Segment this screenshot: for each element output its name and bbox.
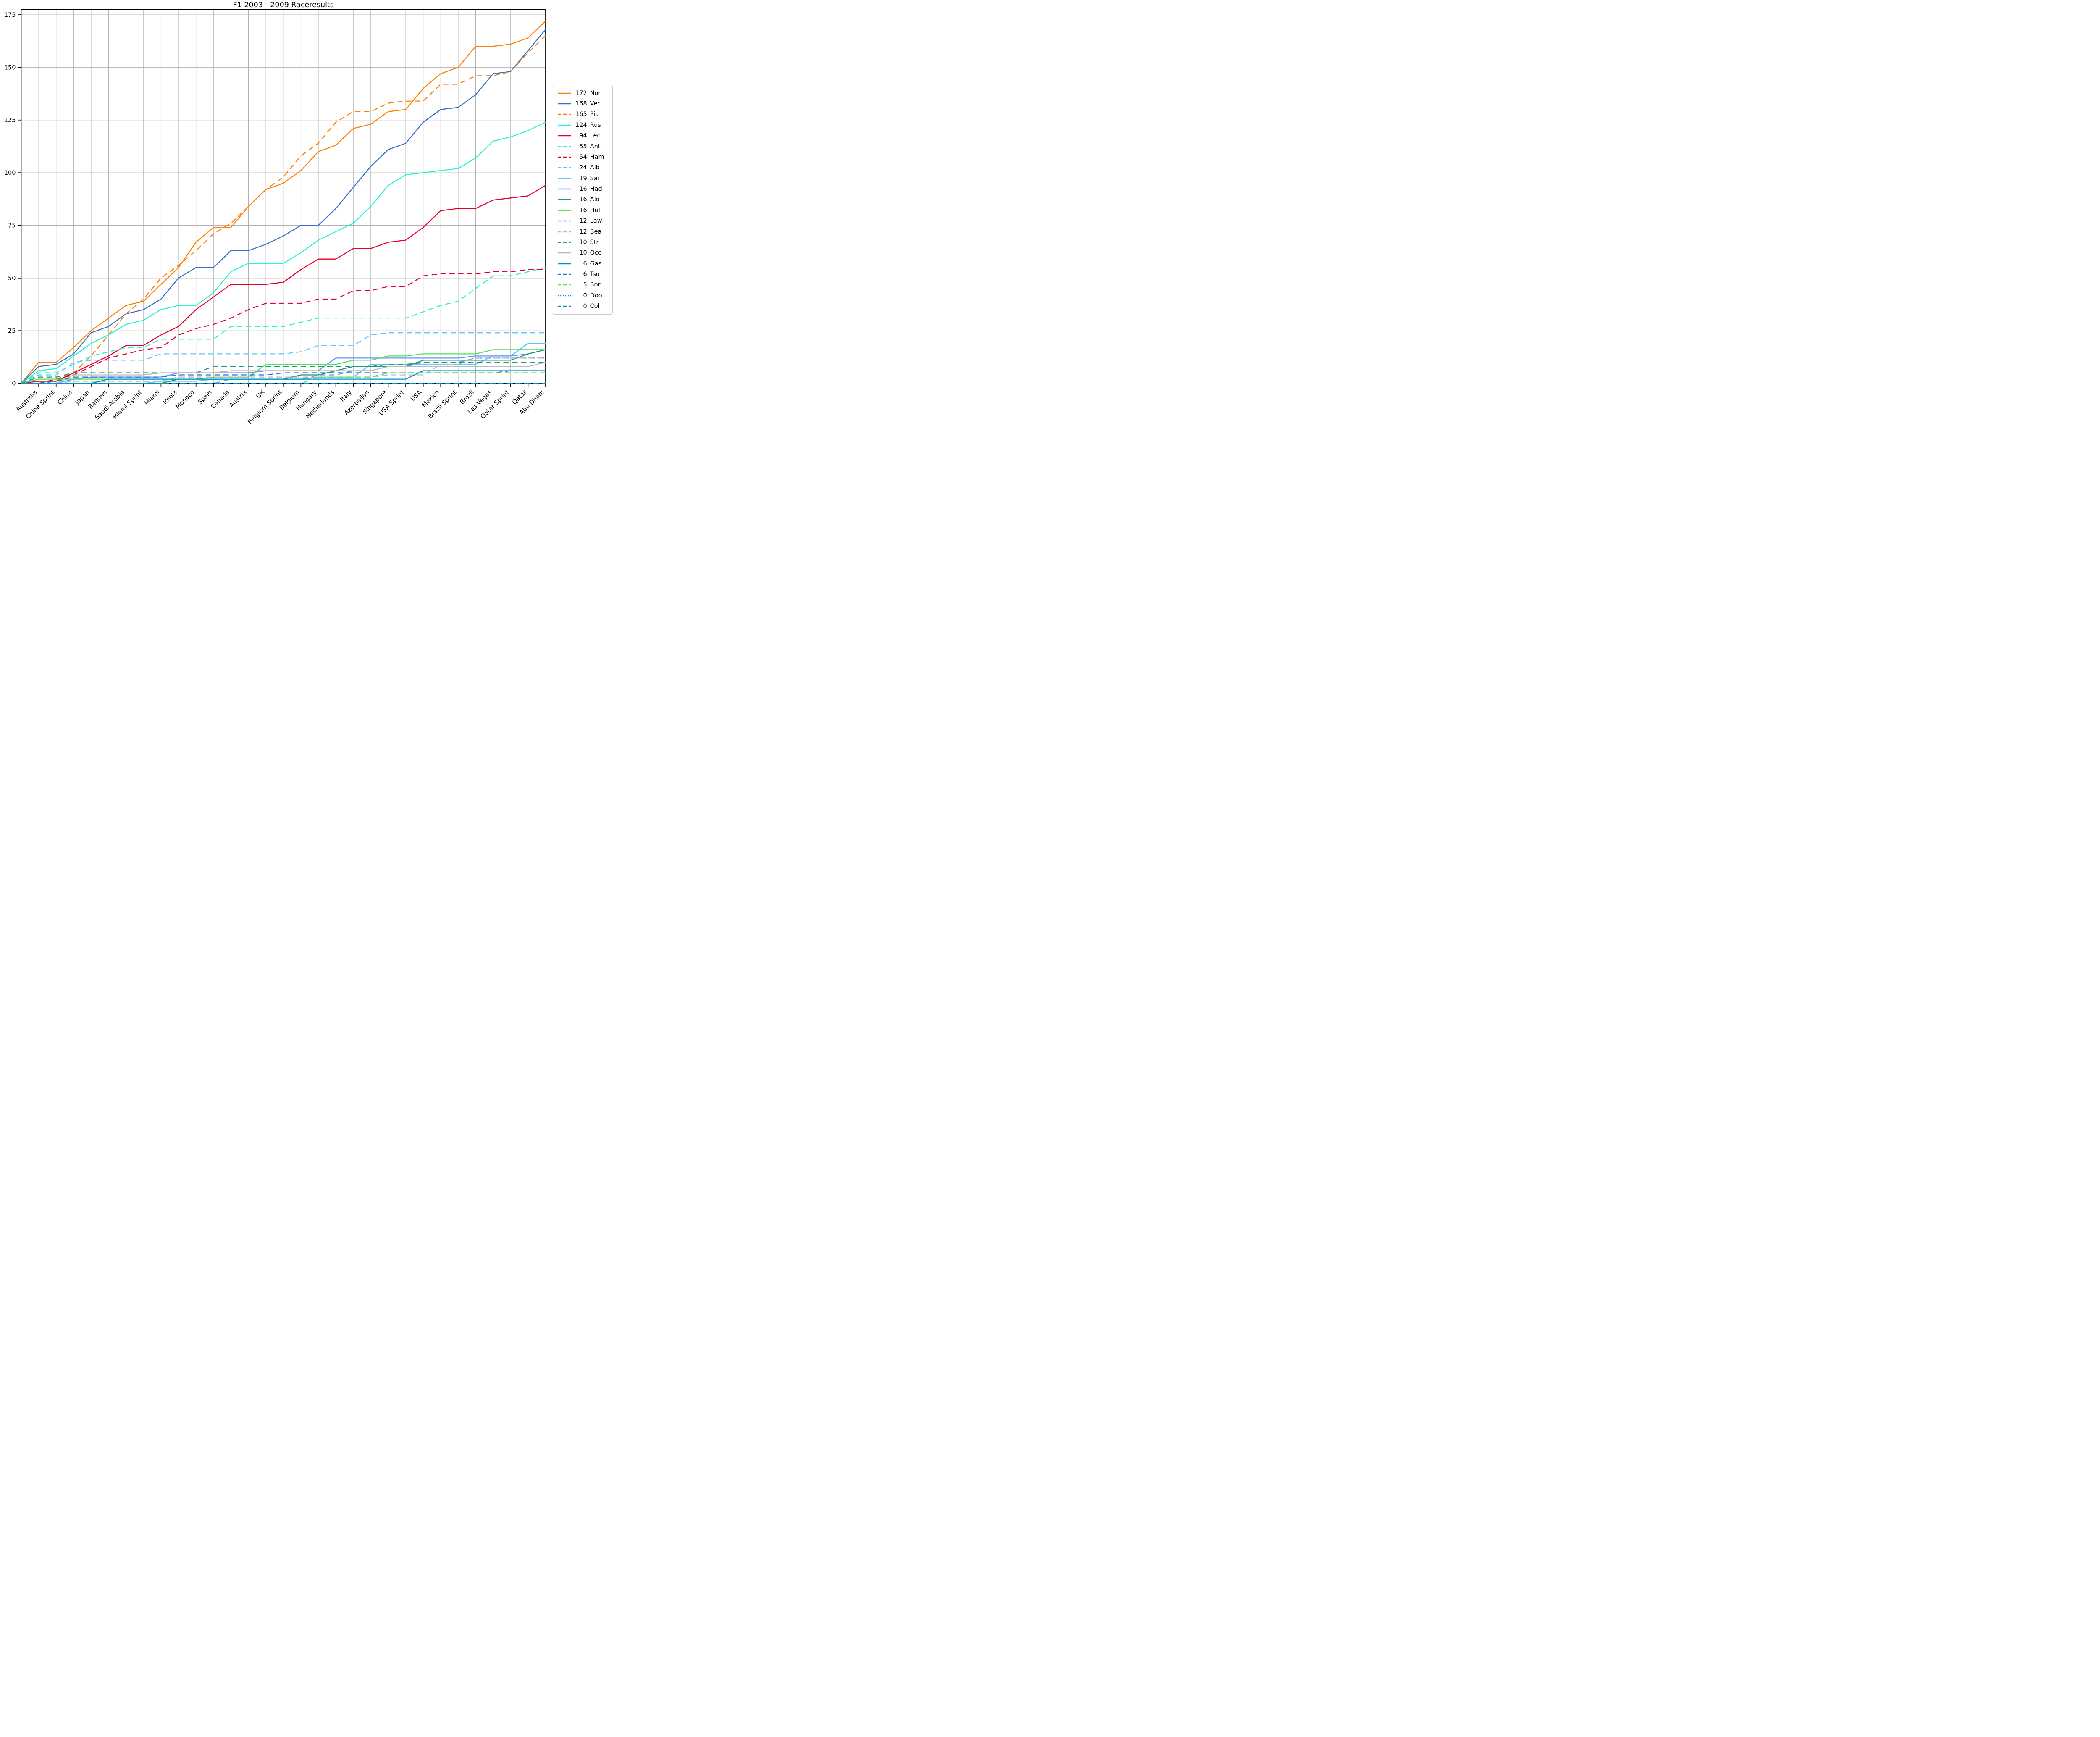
legend-swatch <box>558 295 571 297</box>
legend-swatch <box>558 199 571 200</box>
legend-label: 6 Tsu <box>583 271 600 278</box>
legend-swatch <box>558 305 571 307</box>
series-line-Gas <box>21 370 546 384</box>
legend-item-Doo: 0 Doo <box>557 291 608 301</box>
legend-item-Bea: 12 Bea <box>557 227 608 237</box>
legend-label: 0 Doo <box>583 292 602 299</box>
y-tick-label: 75 <box>8 222 16 229</box>
x-tick-label: Monaco <box>174 389 196 410</box>
x-tick-label: Japan <box>74 389 91 406</box>
legend-label: 94 Lec <box>579 132 601 139</box>
legend-item-Rus: 124 Rus <box>557 120 608 130</box>
legend: 172 Nor 168 Ver 165 Pia 124 Rus 94 Lec 55 Ant 54 Ham 2… <box>553 85 613 315</box>
legend-label: 12 Law <box>579 218 602 225</box>
legend-swatch <box>558 92 571 94</box>
legend-swatch <box>558 124 571 126</box>
legend-swatch <box>558 146 571 147</box>
legend-item-Ver: 168 Ver <box>557 99 608 109</box>
series-line-Oco <box>21 362 546 384</box>
y-tick-label: 100 <box>4 170 16 176</box>
legend-item-Col: 0 Col <box>557 301 608 311</box>
legend-label: 0 Col <box>583 303 600 310</box>
legend-swatch <box>558 273 571 275</box>
x-tick-label: Italy <box>339 389 353 403</box>
x-tick-label: Spain <box>197 389 213 406</box>
legend-item-Lec: 94 Lec <box>557 131 608 141</box>
legend-item-Ant: 55 Ant <box>557 142 608 152</box>
x-tick-label: Miami <box>143 389 161 407</box>
x-tick-label: Canada <box>210 389 231 410</box>
x-tick-label: Imola <box>162 389 178 406</box>
series-line-Nor <box>21 21 546 384</box>
legend-swatch <box>558 231 571 232</box>
x-tick-label: Brazil <box>459 389 475 406</box>
legend-swatch <box>558 284 571 286</box>
legend-label: 172 Nor <box>575 89 601 97</box>
legend-label: 165 Pia <box>575 111 599 118</box>
legend-swatch <box>558 156 571 158</box>
legend-label: 5 Bor <box>583 281 601 289</box>
legend-label: 54 Ham <box>579 153 604 160</box>
legend-item-Sai: 19 Sai <box>557 173 608 184</box>
series-line-Rus <box>21 121 546 384</box>
x-tick-label: Austria <box>228 389 249 409</box>
legend-swatch <box>558 242 571 243</box>
legend-item-Pia: 165 Pia <box>557 109 608 119</box>
series-line-Ver <box>21 29 546 384</box>
legend-swatch <box>558 252 571 254</box>
legend-label: 168 Ver <box>575 100 600 108</box>
y-tick-label: 50 <box>8 275 16 282</box>
chart-title: F1 2003 - 2009 Raceresults <box>233 1 334 9</box>
series-line-Str <box>21 362 546 384</box>
series-line-Lec <box>21 185 546 384</box>
legend-swatch <box>558 188 571 190</box>
legend-swatch <box>558 167 571 168</box>
legend-item-Tsu: 6 Tsu <box>557 269 608 279</box>
y-tick-label: 175 <box>4 12 16 18</box>
legend-label: 124 Rus <box>575 121 601 129</box>
legend-label: 16 Hül <box>579 207 600 214</box>
legend-swatch <box>558 114 571 115</box>
legend-label: 12 Bea <box>579 228 602 235</box>
legend-item-Str: 10 Str <box>557 237 608 247</box>
series-line-Ham <box>21 269 546 384</box>
legend-label: 55 Ant <box>579 143 601 150</box>
legend-item-Had: 16 Had <box>557 184 608 194</box>
legend-swatch <box>558 210 571 211</box>
legend-item-Gas: 6 Gas <box>557 259 608 269</box>
legend-swatch <box>558 103 571 105</box>
legend-label: 16 Alo <box>579 196 600 203</box>
legend-label: 10 Str <box>579 239 599 246</box>
legend-item-Oco: 10 Oco <box>557 248 608 258</box>
x-tick-label: USA <box>410 389 423 403</box>
figure: 0 25 50 75 100 125 150 175 Australia China Sprint… <box>0 0 614 434</box>
legend-label: 19 Sai <box>579 175 599 182</box>
legend-label: 6 Gas <box>583 260 602 267</box>
legend-item-Law: 12 Law <box>557 216 608 226</box>
y-tick-label: 125 <box>4 117 16 124</box>
x-tick-label: UK <box>255 389 266 400</box>
x-tick-label: Qatar <box>511 389 528 406</box>
series-line-Ant <box>21 267 546 384</box>
y-tick-label: 25 <box>8 328 16 334</box>
legend-swatch <box>558 263 571 264</box>
legend-swatch <box>558 220 571 222</box>
legend-swatch <box>558 178 571 179</box>
legend-item-Alb: 24 Alb <box>557 163 608 173</box>
legend-item-Hül: 16 Hül <box>557 205 608 215</box>
y-tick-label: 0 <box>12 381 16 387</box>
legend-swatch <box>558 135 571 137</box>
legend-label: 24 Alb <box>579 164 600 171</box>
legend-item-Alo: 16 Alo <box>557 194 608 205</box>
legend-item-Nor: 172 Nor <box>557 88 608 98</box>
legend-label: 10 Oco <box>579 250 602 257</box>
legend-item-Ham: 54 Ham <box>557 152 608 162</box>
legend-item-Bor: 5 Bor <box>557 280 608 290</box>
y-tick-label: 150 <box>4 64 16 71</box>
legend-label: 16 Had <box>579 186 602 193</box>
x-tick-label: China <box>57 389 74 406</box>
series-line-Alb <box>21 332 546 384</box>
